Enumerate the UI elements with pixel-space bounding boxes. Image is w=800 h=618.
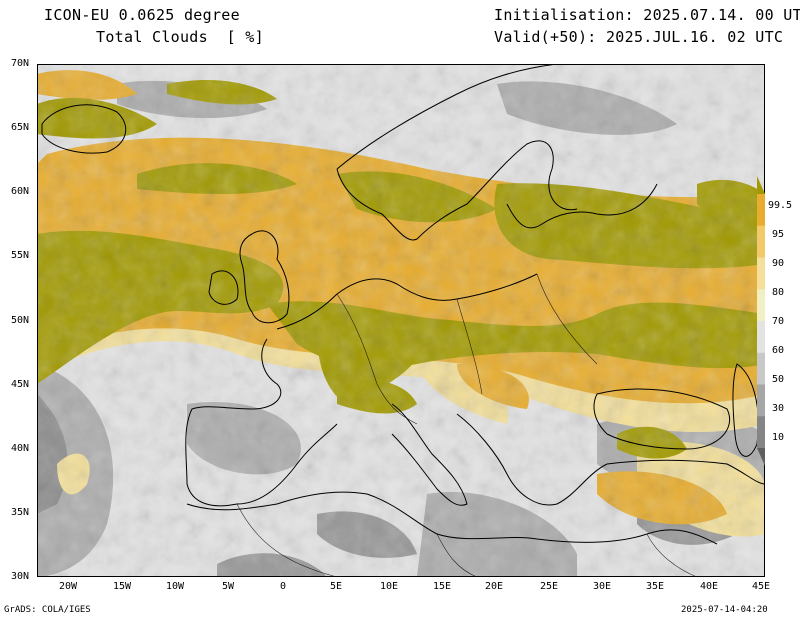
legend-label-80: 80: [772, 287, 785, 298]
coastlines: [41, 64, 765, 545]
legend-label-70: 70: [772, 316, 785, 327]
legend-label-10: 10: [772, 432, 785, 443]
legend-label-95: 95: [772, 229, 785, 240]
lat-label-50n: 50N: [11, 315, 30, 326]
legend-box: [757, 384, 765, 417]
legend-box: [757, 289, 765, 322]
legend-top-triangle: [757, 176, 765, 194]
lon-label-25e: 25E: [540, 581, 559, 592]
lat-label-35n: 35N: [11, 507, 30, 518]
legend-box: [757, 225, 765, 258]
lon-label-15w: 15W: [113, 581, 132, 592]
lon-label-10w: 10W: [166, 581, 185, 592]
legend-box: [757, 321, 765, 354]
lat-label-65n: 65N: [11, 122, 30, 133]
legend-label-90: 90: [772, 258, 785, 269]
legend-bottom-triangle: [757, 448, 765, 466]
legend-box: [757, 194, 765, 227]
lon-label-10e: 10E: [380, 581, 399, 592]
legend-label-50: 50: [772, 374, 785, 385]
texture-overlay: [37, 64, 765, 577]
lat-label-45n: 45N: [11, 379, 30, 390]
lat-label-60n: 60N: [11, 186, 30, 197]
lon-label-45e: 45E: [752, 581, 771, 592]
variable-title: Total Clouds [ %]: [96, 28, 264, 46]
lon-label-40e: 40E: [700, 581, 719, 592]
legend-box: [757, 416, 765, 449]
cloud-map: [37, 64, 765, 577]
color-legend: [757, 176, 765, 466]
legend-label-99-5: 99.5: [768, 200, 793, 211]
init-time: Initialisation: 2025.07.14. 00 UTC: [494, 6, 800, 24]
lon-label-0: 0: [280, 581, 287, 592]
model-title: ICON-EU 0.0625 degree: [44, 6, 240, 24]
borders: [236, 273, 698, 577]
footer-timestamp: 2025-07-14-04:20: [681, 605, 768, 615]
valid-time: Valid(+50): 2025.JUL.16. 02 UTC: [494, 28, 784, 46]
footer-credit: GrADS: COLA/IGES: [4, 605, 91, 615]
legend-box: [757, 352, 765, 385]
lat-label-40n: 40N: [11, 443, 30, 454]
lon-label-20w: 20W: [59, 581, 78, 592]
lat-label-30n: 30N: [11, 571, 30, 582]
lon-label-35e: 35E: [646, 581, 665, 592]
legend-box: [757, 257, 765, 290]
lat-label-70n: 70N: [11, 58, 30, 69]
lon-label-5w: 5W: [222, 581, 235, 592]
legend-label-30: 30: [772, 403, 785, 414]
lon-label-5e: 5E: [330, 581, 343, 592]
lon-label-15e: 15E: [433, 581, 452, 592]
lon-label-20e: 20E: [485, 581, 504, 592]
legend-label-60: 60: [772, 345, 785, 356]
lat-label-55n: 55N: [11, 250, 30, 261]
lon-label-30e: 30E: [593, 581, 612, 592]
